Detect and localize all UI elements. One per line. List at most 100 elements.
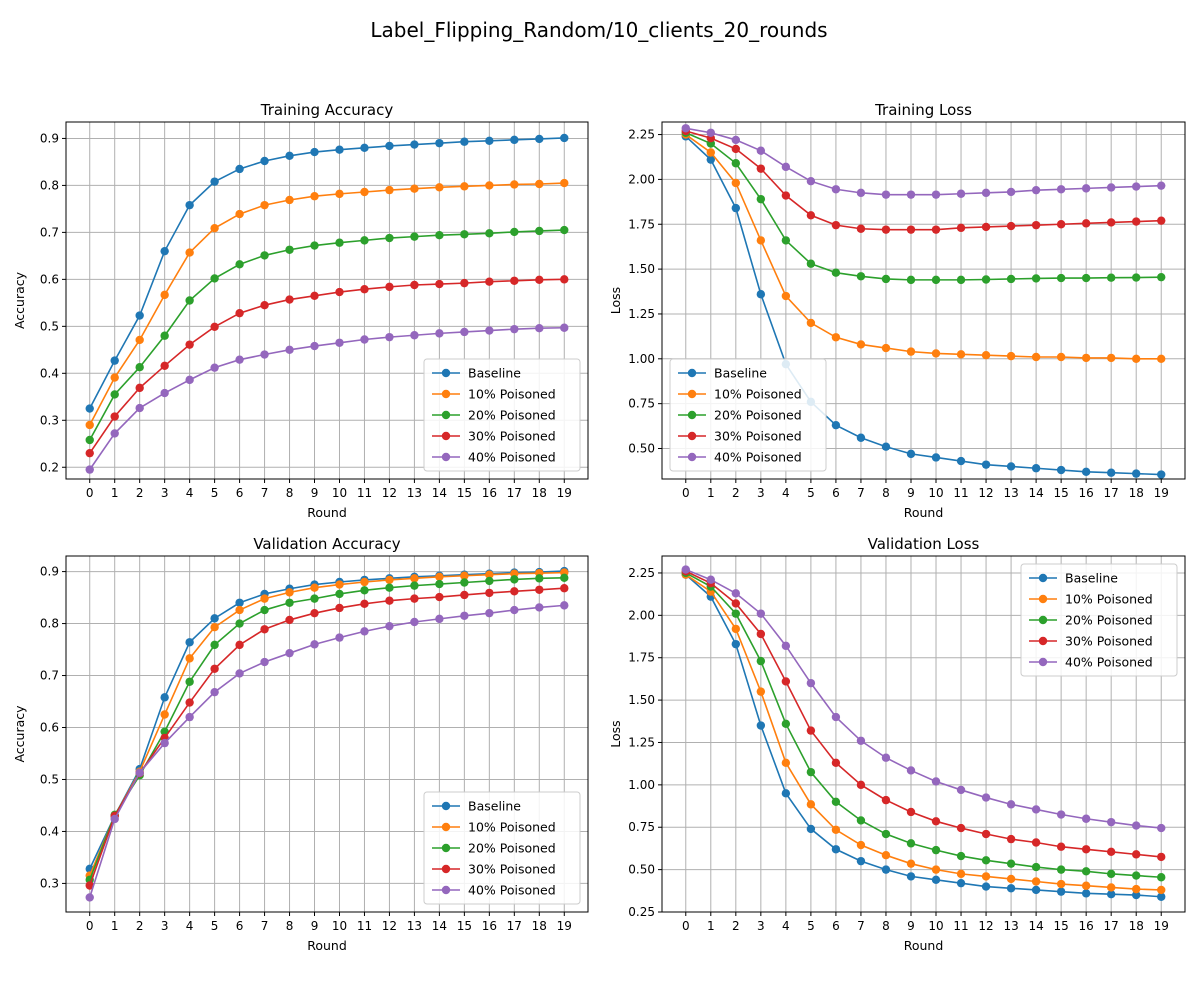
data-point [485,570,494,579]
legend-label: 40% Poisoned [468,450,556,465]
data-point [235,164,244,174]
data-point [285,245,294,254]
data-point [1106,273,1116,282]
x-tick-label: 13 [1003,919,1018,933]
training-loss-title: Training Loss [874,101,972,119]
data-point [731,135,741,145]
data-point [1106,353,1116,363]
data-point [706,128,715,137]
data-point [460,327,469,337]
data-point [906,275,916,285]
data-point [135,403,144,413]
legend-marker [441,885,451,895]
x-tick-label: 10 [332,486,347,500]
series-3 [681,126,1166,234]
data-point [781,758,791,768]
data-point [560,225,569,235]
x-tick-label: 4 [782,486,790,500]
data-point [856,224,866,233]
data-point [881,190,891,199]
data-point [881,225,891,234]
validation-loss-subplot: 0 1 2 3 4 5 6 7 8 9 10 11 12 13 14 15 16 17 18 190.250.500.… [608,535,1186,953]
data-point [235,605,244,615]
x-tick-label: 19 [1154,486,1169,500]
data-point [485,277,494,286]
data-point [931,275,941,285]
data-point [535,179,544,189]
data-point [310,640,319,649]
legend-item: 30% Poisoned [678,429,802,444]
validation-loss-series [681,565,1166,901]
data-point [956,785,966,795]
data-point [806,678,816,688]
legend-label: 40% Poisoned [1065,655,1153,670]
training-accuracy-series [85,133,569,474]
legend-marker [441,368,451,378]
data-point [85,881,94,890]
legend-marker [441,864,451,874]
data-point [285,588,294,597]
training-loss-x-axis-label: Round [904,505,944,520]
validation-loss-y-ticks: 0.25 0.50 0.75 1.00 1.25 1.50 1.75 2.00 2.25 [628,566,662,919]
data-point [981,188,991,198]
data-point [360,285,369,294]
data-point [1157,892,1166,901]
data-point [435,279,444,289]
data-point [806,259,816,268]
data-point [560,133,569,143]
data-point [360,143,369,153]
data-point [981,275,991,284]
x-tick-label: 16 [1079,919,1094,933]
data-point [931,865,941,874]
data-point [210,687,219,697]
data-point [856,433,866,442]
x-tick-label: 15 [457,486,472,500]
legend-item: 40% Poisoned [432,450,556,465]
y-tick-label: 2.00 [628,172,655,186]
x-tick-label: 2 [136,486,144,500]
x-tick-label: 16 [482,486,497,500]
validation-loss-y-axis-label: Loss [608,720,623,747]
data-point [435,579,444,589]
data-point [285,615,294,625]
data-point [956,223,966,233]
data-point [185,200,194,210]
data-point [706,155,715,164]
data-point [110,390,119,399]
series-line [685,568,1162,829]
x-tick-label: 9 [311,486,319,500]
data-point [285,195,294,205]
validation-accuracy-axes-frame [65,555,589,913]
x-tick-label: 13 [407,486,422,500]
data-point [335,580,344,589]
y-tick-label: 0.7 [40,225,59,239]
data-point [856,856,866,866]
data-point [731,599,741,608]
data-point [385,583,394,592]
data-point [1056,879,1066,889]
data-point [1056,185,1066,194]
legend-label: 20% Poisoned [468,841,556,856]
data-point [160,388,169,398]
data-point [881,865,891,874]
x-tick-label: 7 [261,486,269,500]
data-point [1056,810,1066,819]
data-point [1081,845,1091,854]
data-point [185,340,194,349]
training-accuracy-subplot: 0 1 2 3 4 5 6 7 8 9 10 11 12 13 14 15 16 17 18 190.20.30.40… [12,101,589,520]
x-tick-label: 2 [136,919,144,933]
data-point [1031,805,1041,814]
x-tick-label: 16 [482,919,497,933]
data-point [435,614,444,624]
data-point [535,134,544,144]
data-point [1132,182,1141,191]
data-point [335,238,344,247]
x-tick-label: 3 [757,919,765,933]
data-point [110,412,119,421]
data-point [510,575,519,584]
data-point [931,875,941,884]
x-tick-label: 1 [111,919,119,933]
data-point [360,187,369,197]
data-point [460,590,469,600]
data-point [831,420,841,430]
